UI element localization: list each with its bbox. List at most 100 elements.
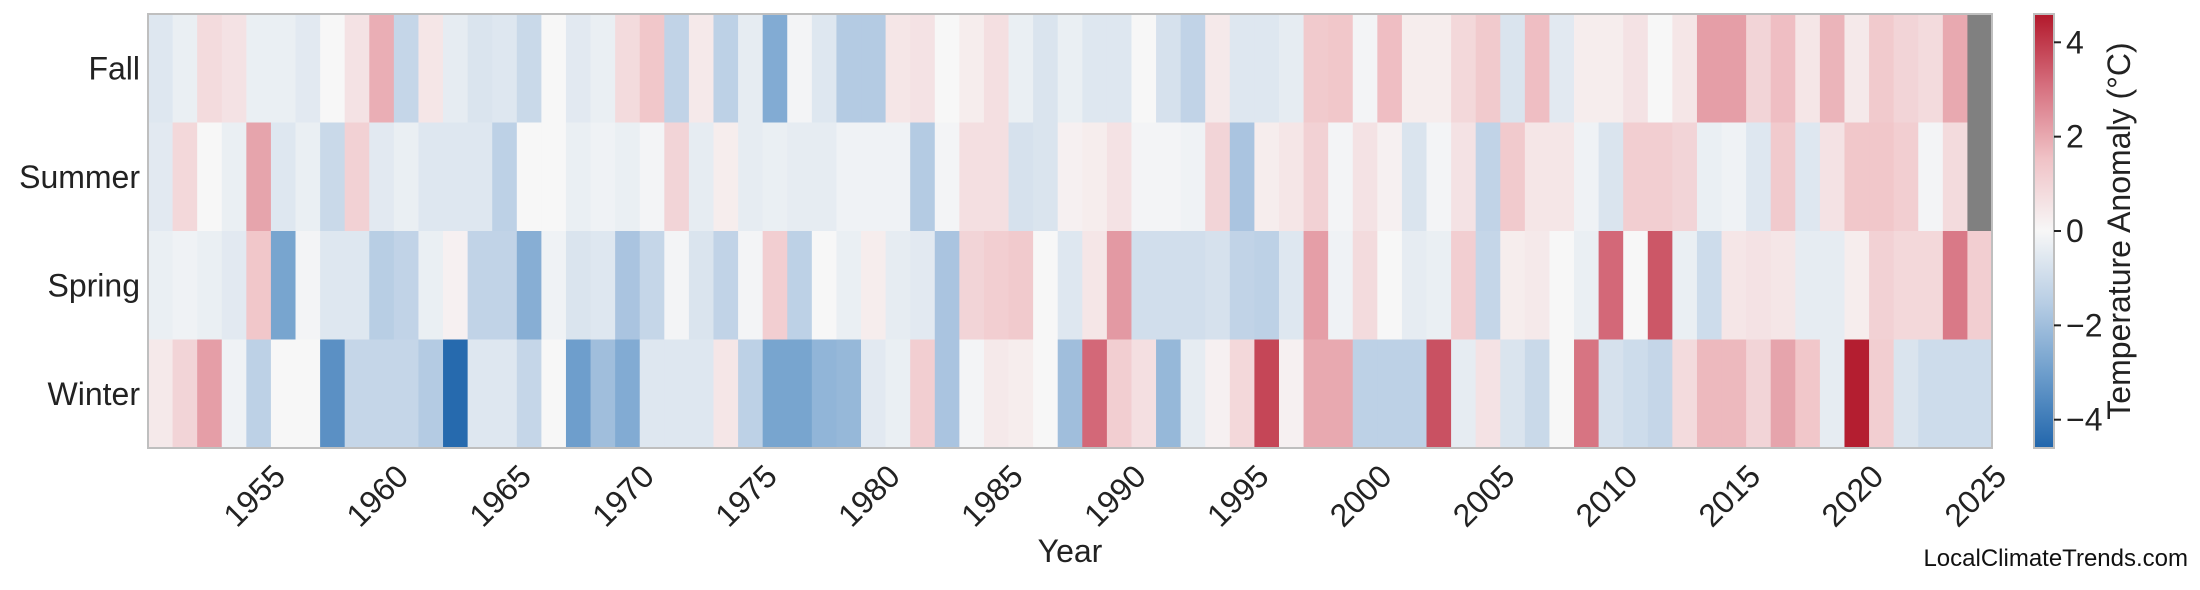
heatmap-cell-winter-1968 (565, 339, 592, 449)
heatmap-cell-fall-2003 (1426, 14, 1452, 124)
heatmap-cell-summer-2012 (1647, 122, 1673, 232)
heatmap-cell-summer-2020 (1844, 122, 1870, 232)
heatmap-cell-summer-1965 (492, 122, 518, 232)
heatmap-cell-fall-1992 (1156, 14, 1182, 124)
heatmap-cell-fall-2019 (1819, 14, 1846, 124)
heatmap-cell-spring-1971 (639, 231, 665, 341)
heatmap-cell-spring-2003 (1426, 231, 1452, 341)
heatmap-cell-summer-1981 (885, 122, 911, 232)
heatmap-cell-summer-1991 (1131, 122, 1157, 232)
heatmap-cell-spring-2023 (1918, 231, 1944, 341)
heatmap-cell-summer-1978 (811, 122, 838, 232)
x-tick-label-2015: 2015 (1692, 458, 1768, 534)
heatmap-cell-fall-1999 (1328, 14, 1354, 124)
heatmap-cell-winter-2013 (1672, 339, 1698, 449)
heatmap-cell-spring-2005 (1475, 231, 1501, 341)
heatmap-cell-spring-2015 (1721, 231, 1747, 341)
heatmap-cell-winter-2014 (1696, 339, 1723, 449)
heatmap-cell-winter-1951 (148, 339, 174, 449)
heatmap-cell-winter-1996 (1254, 339, 1280, 449)
heatmap-cell-summer-2007 (1524, 122, 1551, 232)
heatmap-cell-fall-1982 (910, 14, 936, 124)
heatmap-cell-winter-1995 (1229, 339, 1255, 449)
x-tick-label-1990: 1990 (1077, 458, 1153, 534)
colorbar-tick-label: 0 (2066, 213, 2084, 249)
heatmap-cell-spring-1958 (320, 231, 346, 341)
heatmap-cell-spring-1959 (344, 231, 370, 341)
heatmap-cell-summer-2004 (1451, 122, 1477, 232)
heatmap-cell-winter-1989 (1082, 339, 1108, 449)
heatmap-cell-summer-2018 (1795, 122, 1821, 232)
heatmap-cell-spring-1968 (565, 231, 592, 341)
heatmap-cell-fall-2017 (1770, 14, 1796, 124)
heatmap-cell-winter-1970 (615, 339, 641, 449)
heatmap-cell-winter-1958 (320, 339, 346, 449)
heatmap-cell-fall-1994 (1205, 14, 1231, 124)
heatmap-cell-spring-1969 (590, 231, 616, 341)
heatmap-cell-winter-2020 (1844, 339, 1870, 449)
heatmap-cell-fall-1977 (787, 14, 813, 124)
x-tick-label-1955: 1955 (216, 458, 292, 534)
heatmap-cell-spring-1978 (811, 231, 838, 341)
heatmap-cell-spring-1961 (393, 231, 420, 341)
heatmap-cell-winter-1994 (1205, 339, 1231, 449)
heatmap-cell-fall-1969 (590, 14, 616, 124)
heatmap-cell-spring-1953 (197, 231, 223, 341)
x-tick-label-1985: 1985 (954, 458, 1030, 534)
heatmap-cell-winter-2007 (1524, 339, 1551, 449)
heatmap-cell-summer-2001 (1377, 122, 1403, 232)
heatmap-cell-spring-2017 (1770, 231, 1796, 341)
heatmap-cell-winter-1953 (197, 339, 223, 449)
heatmap-cell-summer-2009 (1574, 122, 1600, 232)
heatmap-cell-winter-1972 (664, 339, 690, 449)
heatmap-cell-fall-2004 (1451, 14, 1477, 124)
heatmap-cell-spring-1957 (295, 231, 321, 341)
heatmap-cell-summer-1973 (688, 122, 715, 232)
heatmap-cell-winter-1956 (270, 339, 297, 449)
heatmap-cell-fall-1991 (1131, 14, 1157, 124)
heatmap-cell-spring-2024 (1942, 231, 1969, 341)
x-tick-label-1995: 1995 (1200, 458, 1276, 534)
heatmap-cell-fall-1990 (1106, 14, 1133, 124)
heatmap-cell-fall-1954 (221, 14, 247, 124)
heatmap-cell-fall-1970 (615, 14, 641, 124)
heatmap-cell-summer-2025 (1967, 122, 1993, 232)
heatmap-cell-spring-1998 (1303, 231, 1329, 341)
heatmap-cell-spring-2009 (1574, 231, 1600, 341)
heatmap-cell-winter-2002 (1401, 339, 1428, 449)
heatmap-cell-summer-2003 (1426, 122, 1452, 232)
heatmap-cell-spring-1983 (934, 231, 960, 341)
heatmap-cell-spring-1979 (836, 231, 862, 341)
heatmap-cell-fall-2006 (1500, 14, 1526, 124)
x-tick-label-1965: 1965 (462, 458, 538, 534)
heatmap-cell-spring-1974 (713, 231, 739, 341)
heatmap-cell-spring-1990 (1106, 231, 1133, 341)
heatmap-cell-fall-2000 (1352, 14, 1378, 124)
heatmap-cell-winter-2011 (1623, 339, 1649, 449)
heatmap-cell-winter-1954 (221, 339, 247, 449)
colorbar-tick-label: −4 (2066, 402, 2102, 438)
heatmap-cell-spring-2019 (1819, 231, 1846, 341)
heatmap-cell-summer-2024 (1942, 122, 1969, 232)
heatmap-cell-fall-2014 (1696, 14, 1723, 124)
heatmap-cell-winter-2019 (1819, 339, 1846, 449)
heatmap-cell-fall-2008 (1549, 14, 1575, 124)
heatmap-cell-spring-1951 (148, 231, 174, 341)
heatmap-cell-winter-1971 (639, 339, 665, 449)
heatmap-cell-spring-2016 (1746, 231, 1772, 341)
heatmap-cell-winter-1963 (443, 339, 469, 449)
heatmap-cell-spring-2002 (1401, 231, 1428, 341)
heatmap-cell-fall-1951 (148, 14, 174, 124)
row-labels: Fall Summer Spring Winter (19, 50, 140, 412)
heatmap-cell-winter-1988 (1057, 339, 1083, 449)
heatmap-cell-winter-2015 (1721, 339, 1747, 449)
heatmap-cell-fall-1960 (369, 14, 395, 124)
heatmap-cell-winter-2016 (1746, 339, 1772, 449)
heatmap-cell-summer-1992 (1156, 122, 1182, 232)
x-tick-label-1970: 1970 (585, 458, 661, 534)
heatmap-cell-winter-2021 (1869, 339, 1895, 449)
heatmap-cell-fall-2012 (1647, 14, 1673, 124)
heatmap-cell-winter-1980 (861, 339, 887, 449)
heatmap-cell-summer-2015 (1721, 122, 1747, 232)
heatmap-cell-winter-2023 (1918, 339, 1944, 449)
